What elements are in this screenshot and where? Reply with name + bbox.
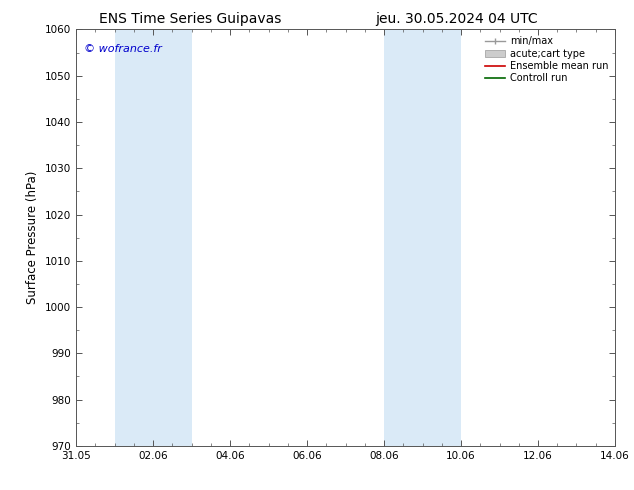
Bar (115, 29, 191, 446)
Legend: min/max, acute;cart type, Ensemble mean run, Controll run: min/max, acute;cart type, Ensemble mean … (481, 32, 612, 87)
Text: ENS Time Series Guipavas: ENS Time Series Guipavas (99, 12, 281, 26)
Text: jeu. 30.05.2024 04 UTC: jeu. 30.05.2024 04 UTC (375, 12, 538, 26)
Bar (384, 29, 461, 446)
Y-axis label: Surface Pressure (hPa): Surface Pressure (hPa) (27, 171, 39, 304)
Text: © wofrance.fr: © wofrance.fr (84, 44, 162, 54)
